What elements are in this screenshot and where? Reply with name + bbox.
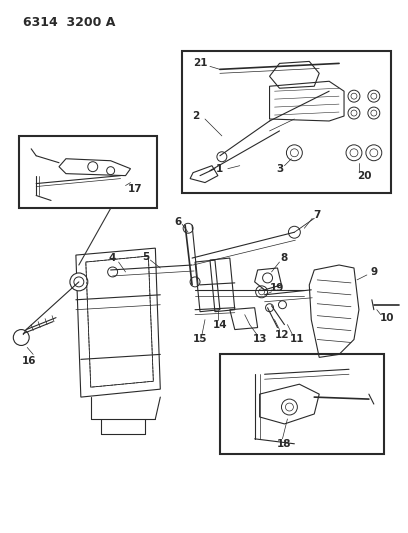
Text: 18: 18 [277,439,292,449]
Bar [19,136,157,208]
Text: 20: 20 [357,171,371,181]
Text: 4: 4 [109,253,116,263]
Text: 8: 8 [281,253,288,263]
Text: 5: 5 [142,252,149,262]
Text: 15: 15 [193,335,207,344]
Text: 7: 7 [313,211,321,220]
Circle shape [70,273,88,291]
Text: 3: 3 [276,164,283,174]
Text: 14: 14 [213,320,227,329]
Text: 6: 6 [175,217,182,227]
Text: 6314  3200 A: 6314 3200 A [23,15,115,29]
Text: 13: 13 [253,335,267,344]
Text: 16: 16 [22,357,36,366]
Text: 11: 11 [290,335,305,344]
Text: 10: 10 [379,313,394,322]
Text: 1: 1 [216,164,224,174]
Text: 9: 9 [370,267,377,277]
Text: 19: 19 [271,283,285,293]
Bar [182,52,391,192]
Text: 2: 2 [193,111,200,121]
Text: 17: 17 [128,183,143,193]
Text: 21: 21 [193,59,207,68]
Bar [220,354,384,454]
Text: 12: 12 [275,329,290,340]
